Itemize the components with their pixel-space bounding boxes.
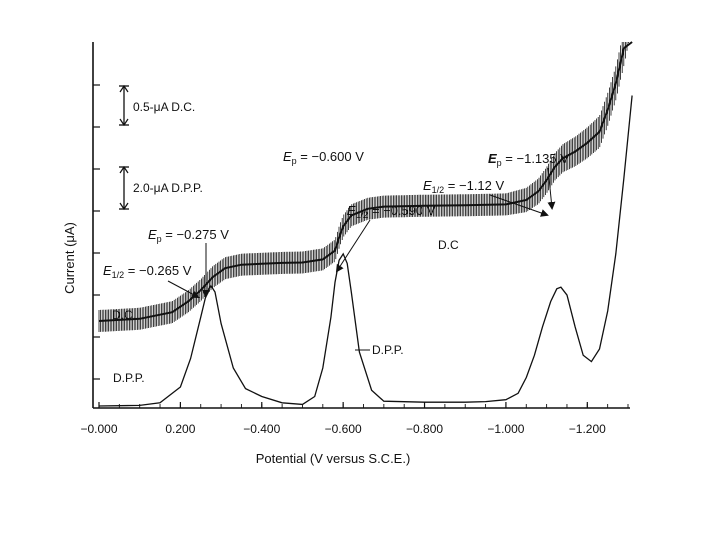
- y-axis-ticks: [93, 84, 100, 380]
- x-tick-label: −1.200: [569, 422, 606, 436]
- scale-bar-dc-label: 0.5-μA D.C.: [133, 100, 195, 114]
- arrow-e12-1: [167, 280, 200, 298]
- x-tick-label: −1.000: [487, 422, 524, 436]
- arrow-e12-3: [489, 194, 549, 217]
- series-dpp-line: [98, 95, 633, 407]
- svg-text:E1/2 = −0.590 V: E1/2 = −0.590 V: [347, 203, 436, 220]
- axes: [92, 42, 630, 409]
- x-tick-label: −0.400: [243, 422, 280, 436]
- x-tick-label: −0.600: [325, 422, 362, 436]
- annotation-e12-3: E1/2 = −1.12 V: [423, 178, 505, 195]
- scale-bar-dpp-label: 2.0-μA D.P.P.: [133, 181, 203, 195]
- x-tick-label: −0.800: [406, 422, 443, 436]
- arrow-e12-2: [335, 219, 371, 273]
- svg-text:E1/2 = −0.265 V: E1/2 = −0.265 V: [103, 263, 192, 280]
- annotation-ep-2: Ep = −0.600 V: [283, 149, 364, 166]
- x-tick-label: −0.000: [80, 422, 117, 436]
- annotation-ep-1: Ep = −0.275 V: [148, 227, 229, 244]
- scale-bar-dpp: 2.0-μA D.P.P.: [119, 165, 203, 211]
- arrow-ep-3: [547, 167, 556, 210]
- scale-bar-dc: 0.5-μA D.C.: [119, 84, 195, 127]
- y-axis-label: Current (μA): [62, 222, 77, 294]
- x-tick-label: 0.200: [165, 422, 195, 436]
- svg-text:Ep = −0.600 V: Ep = −0.600 V: [283, 149, 364, 166]
- x-axis-label: Potential (V versus S.C.E.): [256, 451, 411, 466]
- annotation-e12-2: E1/2 = −0.590 V: [347, 203, 436, 220]
- curve-label-dc: D.C.: [112, 308, 136, 322]
- svg-text:Ep = −0.275 V: Ep = −0.275 V: [148, 227, 229, 244]
- svg-text:Ep = −1.135 V: Ep = −1.135 V: [488, 151, 569, 168]
- annotation-e12-1: E1/2 = −0.265 V: [103, 263, 192, 280]
- annotation-ep-3: Ep = −1.135 V: [488, 151, 569, 168]
- curve-label-dpp-right: D.P.P.: [372, 343, 404, 357]
- series-dc-line: [98, 41, 633, 322]
- x-axis-tick-labels: −0.000 0.200 −0.400 −0.600 −0.800 −1.000 −1.20…: [80, 422, 606, 436]
- curve-label-dc-right: D.C: [438, 238, 459, 252]
- x-axis-ticks: [98, 402, 629, 408]
- svg-text:E1/2 = −1.12 V: E1/2 = −1.12 V: [423, 178, 505, 195]
- curve-label-dpp: D.P.P.: [113, 371, 145, 385]
